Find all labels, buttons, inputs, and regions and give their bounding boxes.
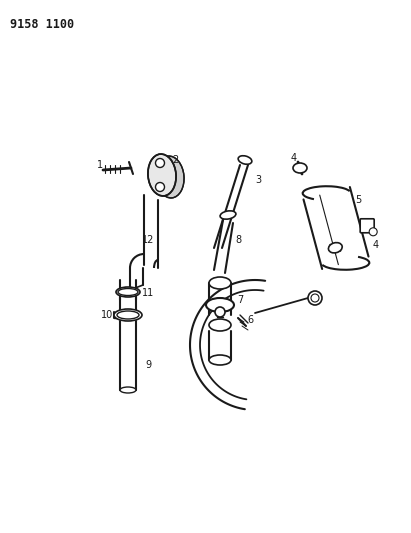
Ellipse shape bbox=[117, 311, 139, 319]
Text: 3: 3 bbox=[255, 175, 261, 185]
Ellipse shape bbox=[206, 298, 234, 312]
Ellipse shape bbox=[209, 319, 231, 331]
Ellipse shape bbox=[114, 309, 142, 321]
Text: 8: 8 bbox=[235, 235, 241, 245]
Text: 10: 10 bbox=[101, 310, 113, 320]
Text: 6: 6 bbox=[247, 315, 253, 325]
Text: 5: 5 bbox=[355, 195, 361, 205]
Circle shape bbox=[215, 307, 225, 317]
Text: 9158 1100: 9158 1100 bbox=[10, 18, 74, 31]
Ellipse shape bbox=[156, 156, 184, 198]
Ellipse shape bbox=[116, 287, 140, 297]
Ellipse shape bbox=[328, 243, 342, 253]
FancyBboxPatch shape bbox=[360, 219, 374, 233]
Text: 9: 9 bbox=[145, 360, 151, 370]
Text: 1: 1 bbox=[97, 160, 103, 170]
Text: 4: 4 bbox=[373, 240, 379, 250]
Ellipse shape bbox=[209, 355, 231, 365]
Text: 2: 2 bbox=[172, 155, 178, 165]
Ellipse shape bbox=[120, 387, 136, 393]
Ellipse shape bbox=[238, 156, 252, 164]
Circle shape bbox=[369, 228, 377, 236]
Text: 7: 7 bbox=[237, 295, 243, 305]
Ellipse shape bbox=[209, 277, 231, 289]
Circle shape bbox=[155, 182, 164, 191]
Text: 4: 4 bbox=[291, 153, 297, 163]
Ellipse shape bbox=[293, 163, 307, 173]
Circle shape bbox=[308, 291, 322, 305]
Text: 11: 11 bbox=[142, 288, 154, 298]
Text: 12: 12 bbox=[142, 235, 154, 245]
Ellipse shape bbox=[148, 154, 176, 196]
Circle shape bbox=[311, 294, 319, 302]
Circle shape bbox=[155, 158, 164, 167]
Ellipse shape bbox=[220, 211, 236, 219]
Ellipse shape bbox=[118, 288, 138, 295]
